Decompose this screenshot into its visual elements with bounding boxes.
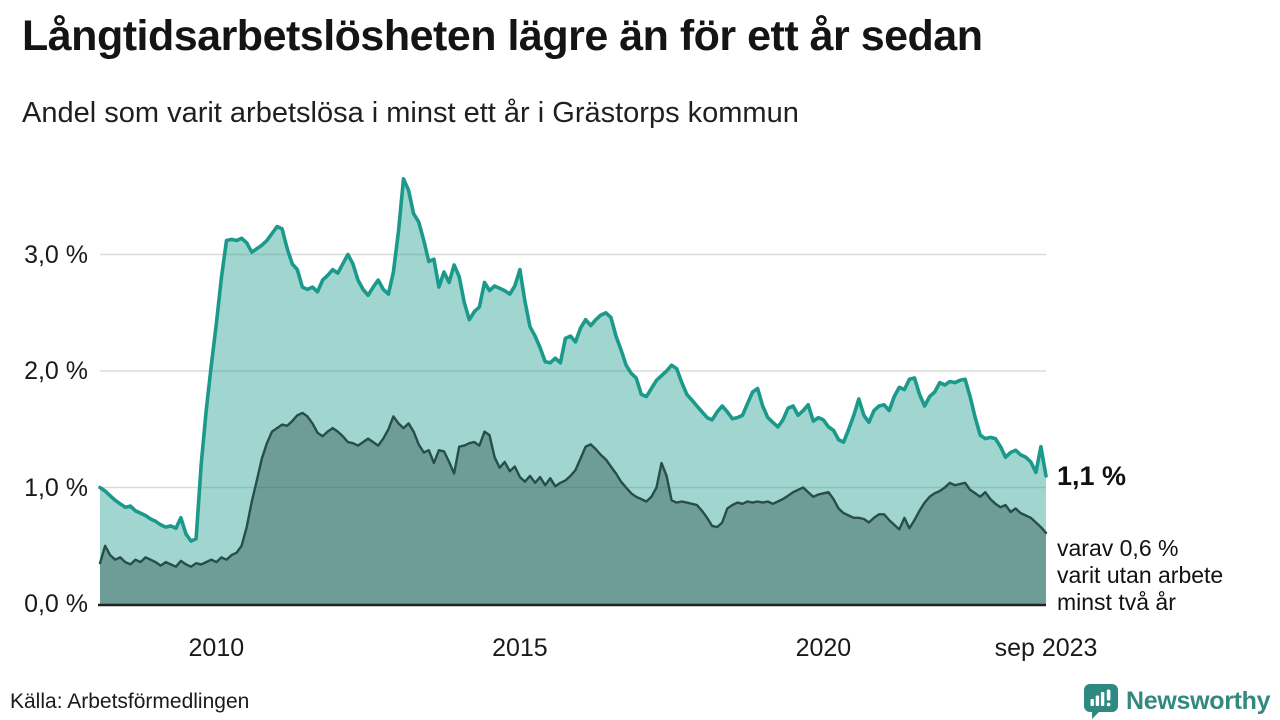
series-line-0 <box>98 177 1048 543</box>
x-axis-tick-2010: 2010 <box>188 634 245 662</box>
source-attribution: Källa: Arbetsförmedlingen <box>10 690 250 713</box>
page-title: Långtidsarbetslösheten lägre än för ett … <box>22 12 983 60</box>
y-axis-tick-3: 3,0 % <box>24 241 88 269</box>
x-axis-tick-2020: 2020 <box>795 634 852 662</box>
newsworthy-logo: Newsworthy <box>1083 682 1273 720</box>
y-axis-tick-2: 2,0 % <box>24 357 88 385</box>
series-line-1 <box>98 411 1048 568</box>
latest-value-sublabel: varav 0,6 % varit utan arbete minst två … <box>1057 535 1223 616</box>
latest-sub-line-1: varav 0,6 % <box>1057 535 1179 561</box>
latest-sub-line-2: varit utan arbete <box>1057 562 1224 588</box>
y-axis-tick-1: 1,0 % <box>24 474 88 502</box>
newsworthy-logo-text: Newsworthy <box>1126 686 1271 715</box>
page-subtitle: Andel som varit arbetslösa i minst ett å… <box>22 97 799 129</box>
newsworthy-speech-bubble-chart-icon <box>1084 683 1118 719</box>
x-axis-tick-sep-2023: sep 2023 <box>994 634 1098 662</box>
x-axis-tick-2015: 2015 <box>492 634 548 662</box>
y-axis-tick-0: 0,0 % <box>24 590 88 618</box>
series-area-0 <box>100 178 1046 605</box>
latest-value-label: 1,1 % <box>1057 461 1127 491</box>
latest-sub-line-3: minst två år <box>1057 589 1176 615</box>
series-area-1 <box>100 412 1046 604</box>
